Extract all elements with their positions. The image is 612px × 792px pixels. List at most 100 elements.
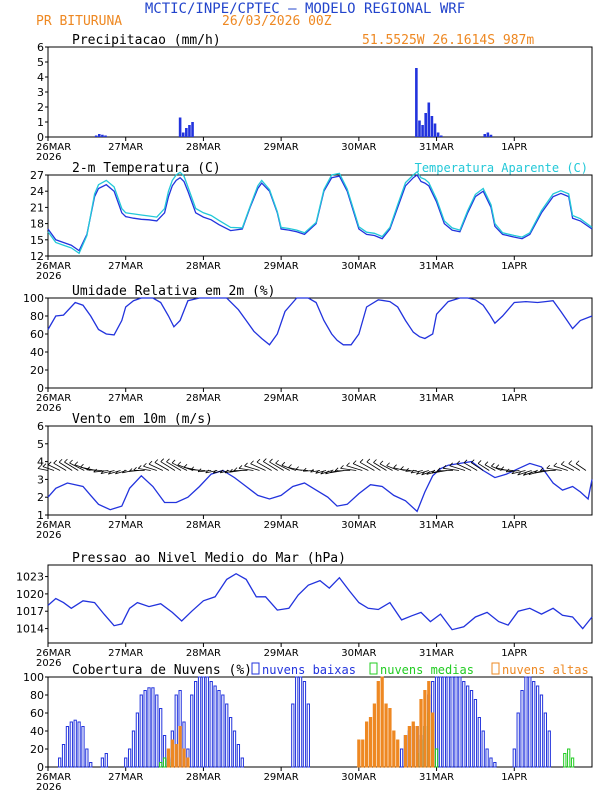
wind-vector-head <box>229 468 233 473</box>
wind-vector <box>373 462 387 471</box>
cloud-bar-nuvens-baixas <box>73 719 77 768</box>
cloud-bar-nuvens-baixas <box>209 681 213 768</box>
wind-vector-head <box>148 460 153 465</box>
x-tick-label: 30MAR <box>341 772 376 783</box>
cloud-bar-nuvens-baixas <box>194 681 198 768</box>
wind-vector <box>143 465 157 471</box>
wind-vector <box>250 463 266 471</box>
cloud-bar-nuvens-baixas <box>236 744 241 768</box>
header-title: MCTIC/INPE/CPTEC — MODELO REGIONAL WRF <box>145 1 465 17</box>
cloud-bar-nuvens-baixas <box>295 676 299 768</box>
cloud-bar-nuvens-baixas <box>473 699 478 768</box>
cloud-bar-nuvens-baixas <box>302 681 307 768</box>
wind-vector-head <box>74 461 79 466</box>
wind-vector-head <box>183 464 188 468</box>
cloud-bar-nuvens-altas <box>376 681 380 768</box>
wind-vector-head <box>212 469 217 474</box>
wind-vector <box>449 465 466 471</box>
wind-vector <box>500 469 514 471</box>
cloud-bar-nuvens-altas <box>419 699 423 768</box>
cloud-bar-nuvens-altas <box>170 739 174 768</box>
cloud-bar-nuvens-baixas <box>524 676 528 768</box>
series-line-temp-1 <box>47 170 593 255</box>
y-tick-label: 12 <box>30 250 44 263</box>
precip-bar <box>104 135 107 137</box>
wind-vector <box>359 461 375 471</box>
cloud-bar-nuvens-baixas <box>139 694 143 768</box>
wind-vector-head <box>528 471 533 475</box>
y-tick-label: 5 <box>37 438 44 451</box>
wind-vector <box>506 470 520 473</box>
cloud-bar-nuvens-baixas <box>446 676 450 768</box>
cloud-bar-nuvens-baixas <box>81 726 85 768</box>
wind-vector <box>148 463 164 471</box>
wind-vector-head <box>463 459 468 464</box>
wind-vector <box>171 462 188 471</box>
precip-bar <box>486 132 490 137</box>
cloud-bar-nuvens-baixas <box>528 676 532 768</box>
wind-vector-head <box>197 468 202 472</box>
x-tick-label: 30MAR <box>341 520 376 531</box>
wind-vector-head <box>416 470 420 475</box>
series-line-temp-0 <box>47 174 593 252</box>
cloud-bar-nuvens-baixas <box>493 762 497 768</box>
x-tick-label: 30MAR <box>341 261 376 272</box>
wind-vector-head <box>426 471 431 475</box>
cloud-bar-nuvens-baixas <box>131 730 136 768</box>
precip-bar <box>489 134 493 137</box>
precip-bar <box>430 116 434 137</box>
y-tick-label: 80 <box>30 689 44 702</box>
wind-vector-head <box>431 469 436 474</box>
cloud-bar-nuvens-baixas <box>240 757 244 768</box>
plot-frame <box>47 297 593 389</box>
wind-vector-head <box>224 469 229 474</box>
x-year-label: 2026 <box>36 658 61 669</box>
cloud-bar-nuvens-altas <box>403 735 408 768</box>
cloud-bar-nuvens-baixas <box>520 690 524 768</box>
cloud-bar-nuvens-baixas <box>454 676 458 768</box>
panel-title: 2-m Temperatura (C) <box>72 161 221 176</box>
wind-vector <box>546 467 562 471</box>
wind-vector-head <box>546 464 551 469</box>
wind-vector <box>568 463 581 471</box>
wind-vector-head <box>386 462 390 467</box>
precip-bar <box>181 132 185 137</box>
wind-vector-head <box>334 467 339 472</box>
cloud-bar-nuvens-baixas <box>100 757 105 768</box>
wind-vector-head <box>100 470 105 474</box>
cloud-bar-nuvens-altas <box>357 739 361 768</box>
cloud-bar-nuvens-medias <box>434 748 439 768</box>
x-year-label: 2026 <box>36 530 61 541</box>
cloud-bar-nuvens-baixas <box>147 687 151 768</box>
x-tick-label: 1APR <box>501 142 527 153</box>
wind-vector-head <box>86 466 91 471</box>
wind-vector <box>256 461 272 471</box>
panel-title: Umidade Relativa em 2m (%) <box>72 284 276 299</box>
wind-vector <box>517 470 532 476</box>
x-tick-label: 1APR <box>501 393 527 404</box>
cloud-bar-nuvens-baixas <box>442 676 446 768</box>
wind-vector-head <box>534 469 538 474</box>
y-tick-label: 3 <box>37 473 44 486</box>
plot-frame <box>47 676 593 768</box>
wind-vector-head <box>400 466 404 470</box>
wind-vector <box>198 470 212 473</box>
y-tick-label: 1 <box>37 116 44 129</box>
wind-vector-head <box>575 460 580 465</box>
wind-vector <box>491 465 502 471</box>
x-tick-label: 27MAR <box>108 142 143 153</box>
y-tick-label: 24 <box>30 185 44 198</box>
cloud-bar-nuvens-altas <box>384 703 388 768</box>
cloud-bar-nuvens-altas <box>392 730 396 768</box>
cloud-bar-nuvens-medias <box>162 757 167 768</box>
cloud-bar-nuvens-medias <box>567 748 571 768</box>
cloud-bar-nuvens-medias <box>570 757 575 768</box>
wind-vector <box>64 461 79 471</box>
wind-vector <box>470 462 484 471</box>
cloud-bar-nuvens-baixas <box>221 694 225 768</box>
x-tick-label: 28MAR <box>186 648 221 659</box>
cloud-bar-nuvens-medias <box>563 753 567 768</box>
cloud-bar-nuvens-baixas <box>213 685 217 768</box>
cloud-bar-nuvens-baixas <box>201 676 206 768</box>
